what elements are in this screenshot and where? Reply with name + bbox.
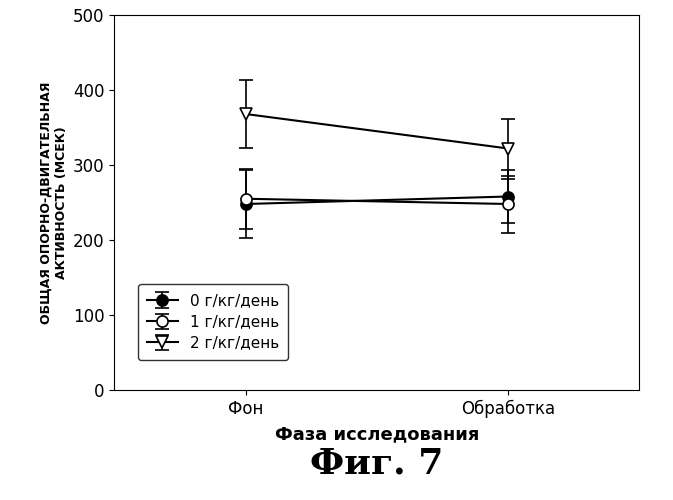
Y-axis label: ОБЩАЯ ОПОРНО-ДВИГАТЕЛЬНАЯ
АКТИВНОСТЬ (МСЕК): ОБЩАЯ ОПОРНО-ДВИГАТЕЛЬНАЯ АКТИВНОСТЬ (МС…: [40, 82, 67, 324]
X-axis label: Фаза исследования: Фаза исследования: [275, 425, 479, 443]
Legend: 0 г/кг/день, 1 г/кг/день, 2 г/кг/день: 0 г/кг/день, 1 г/кг/день, 2 г/кг/день: [138, 284, 288, 360]
Text: Фиг. 7: Фиг. 7: [310, 446, 444, 480]
